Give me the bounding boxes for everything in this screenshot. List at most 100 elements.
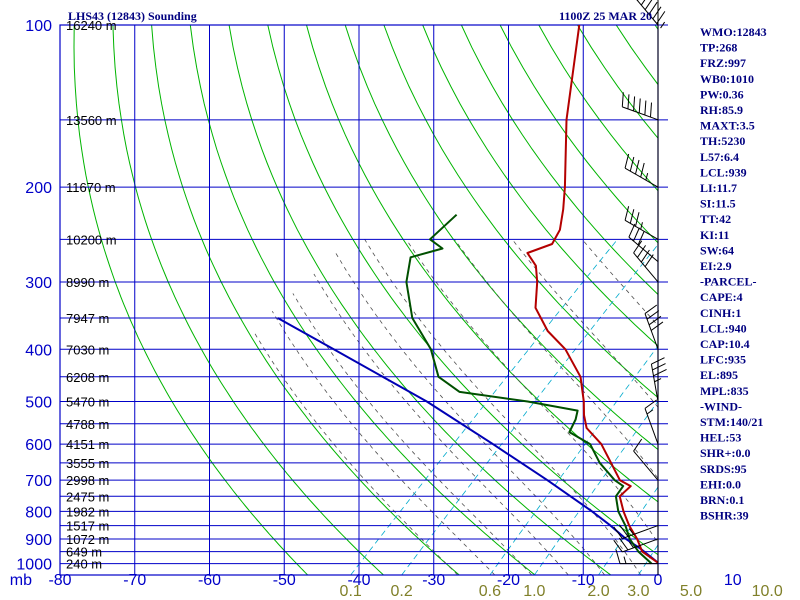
wind-barb-feather (633, 96, 636, 111)
mixing-ratio-tick-label: 3.0 (627, 583, 649, 600)
mixing-ratio-tick-label: 0.6 (479, 583, 501, 600)
height-label: 8990 m (66, 275, 109, 290)
moist-adiabat-line (335, 252, 605, 575)
index-value: TH:5230 (700, 134, 745, 148)
temperature-tick-label: -50 (273, 572, 296, 589)
height-label: 3555 m (66, 456, 109, 471)
wind-barb-half-feather (654, 378, 662, 383)
height-label: 10200 m (66, 232, 117, 247)
index-value: MPL:835 (700, 384, 749, 398)
wind-barb-feather (621, 92, 624, 107)
index-value: LI:11.7 (700, 181, 737, 195)
index-value: SRDS:95 (700, 462, 747, 476)
wind-barb-feather (656, 11, 666, 24)
wind-barb-feather (637, 245, 646, 258)
wind-barb-feather (624, 153, 630, 169)
wind-barb-feather (633, 227, 640, 242)
wind-barb-feather (644, 254, 654, 267)
wind-barb (644, 304, 664, 350)
wind-barb (615, 549, 658, 565)
mixing-ratio-tick-label: 2.0 (587, 583, 609, 600)
pressure-tick-label: 600 (25, 437, 52, 454)
wind-barb (633, 240, 659, 283)
height-label: 7030 m (66, 342, 109, 357)
temperature-tick-label: -10 (572, 572, 595, 589)
wind-barb-feather (628, 223, 636, 238)
height-label: 2998 m (66, 473, 109, 488)
wind-barb (621, 92, 659, 121)
wind-barb-shaft (644, 313, 659, 350)
index-value: -WIND- (700, 399, 742, 413)
index-value: EL:895 (700, 368, 738, 382)
wind-barb-feather (644, 0, 653, 10)
mixing-ratio-tick-label: 1.0 (523, 583, 545, 600)
dry-adiabat-line (460, 25, 658, 296)
height-label: 5470 m (66, 394, 109, 409)
temperature-tick-label: 10 (724, 572, 742, 589)
index-value: TP:268 (700, 41, 737, 55)
wind-barb (650, 357, 667, 402)
pressure-tick-label: 400 (25, 342, 52, 359)
wind-barb-feather (629, 209, 635, 224)
index-value: CAPE:4 (700, 290, 743, 304)
pressure-tick-label: 100 (25, 18, 52, 35)
height-label: 1982 m (66, 504, 109, 519)
height-label: 4151 m (66, 437, 109, 452)
index-value: SW:64 (700, 243, 734, 257)
temperature-tick-label: -30 (422, 572, 445, 589)
temperature-tick-label: -70 (123, 572, 146, 589)
height-label: 6208 m (66, 370, 109, 385)
index-value: SHR+:0.0 (700, 446, 751, 460)
dry-adiabat-line (151, 25, 460, 575)
index-value: L57:6.4 (700, 150, 739, 164)
dry-adiabat-line (383, 25, 658, 399)
moist-adiabat-line (313, 273, 569, 575)
wind-barb-feather (648, 315, 662, 326)
wind-barb-feather (640, 0, 646, 6)
pressure-tick-label: 700 (25, 473, 52, 490)
wind-barb-shaft (624, 167, 659, 188)
moist-adiabat-line (292, 293, 532, 575)
temperature-tick-label: -80 (48, 572, 71, 589)
wind-barb-feather (644, 304, 658, 314)
dry-adiabat-line (306, 25, 658, 503)
temperature-tick-label: -20 (497, 572, 520, 589)
index-value: WB0:1010 (700, 72, 754, 86)
height-label: 649 m (66, 545, 102, 560)
wind-barb-feather (637, 231, 645, 246)
pressure-tick-label: 1000 (16, 557, 52, 574)
index-value: BSHR:39 (700, 509, 749, 523)
wind-barb-feather (618, 524, 629, 537)
dewpoint-line (405, 213, 653, 565)
index-value: STM:140/21 (700, 415, 763, 429)
index-value: KI:11 (700, 228, 729, 242)
index-value: CAP:10.4 (700, 337, 750, 351)
wind-barb-shaft (622, 106, 659, 121)
wind-barb-half-feather (660, 21, 666, 29)
wind-barb-shaft (633, 252, 659, 283)
index-value: TT:42 (700, 212, 731, 226)
wind-barb-shaft (636, 0, 659, 26)
wind-barb-half-feather (628, 528, 634, 535)
dry-adiabat-line (73, 25, 309, 575)
wind-barb-half-feather (628, 541, 634, 549)
wind-barb-feather (651, 357, 665, 365)
index-value: MAXT:3.5 (700, 119, 755, 133)
wind-barb (633, 438, 659, 481)
moist-adiabat-line (511, 239, 658, 408)
index-value: FRZ:997 (700, 56, 746, 70)
wind-barb-shaft (622, 538, 659, 553)
temperature-tick-label: -40 (347, 572, 370, 589)
pressure-tick-label: 500 (25, 394, 52, 411)
index-value: CINH:1 (700, 306, 741, 320)
wind-barb-feather (648, 1, 658, 15)
height-label: 240 m (66, 557, 102, 572)
index-value: LCL:939 (700, 165, 747, 179)
mixing-ratio-tick-label: 0.2 (391, 583, 413, 600)
height-label: 1517 m (66, 519, 109, 534)
wind-barb-feather (633, 438, 643, 452)
pressure-tick-label: 800 (25, 504, 52, 521)
wind-barb-feather (633, 240, 643, 254)
wind-barb-feather (638, 98, 641, 114)
